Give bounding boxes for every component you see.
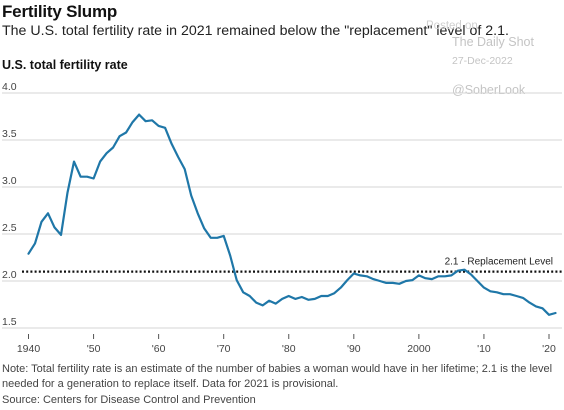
x-tick-label: '50 xyxy=(87,343,101,355)
x-tick-label: '10 xyxy=(477,343,491,355)
replacement-level-line: 2.1 - Replacement Level xyxy=(22,257,562,273)
x-tick-label: '60 xyxy=(152,343,166,355)
watermark-posted-on: Posted on xyxy=(426,20,478,32)
y-tick-label: 3.5 xyxy=(2,128,17,140)
series-line xyxy=(27,113,557,316)
chart-subtitle: The U.S. total fertility rate in 2021 re… xyxy=(2,23,509,39)
y-axis-ticks: 4.0 3.5 3.0 2.5 2.0 1.5 xyxy=(2,81,17,328)
chart-title: Fertility Slump xyxy=(2,2,118,21)
reference-line-label: 2.1 - Replacement Level xyxy=(445,257,553,268)
y-tick-label: 2.0 xyxy=(2,269,17,281)
chart-source: Source: Centers for Disease Control and … xyxy=(2,394,256,406)
x-tick-label: '90 xyxy=(347,343,361,355)
y-tick-label: 3.0 xyxy=(2,175,17,187)
x-tick-label: '80 xyxy=(282,343,296,355)
watermark-date: 27-Dec-2022 xyxy=(452,55,513,67)
series-layer xyxy=(27,113,557,316)
gridlines xyxy=(2,92,562,329)
x-tick-label: 1940 xyxy=(17,343,41,355)
fertility-line-chart: 4.0 3.5 3.0 2.5 2.0 1.5 1940 '50 '60 '70 '80 '90 20… xyxy=(2,81,562,355)
chart-note: Note: Total fertility rate is an estimat… xyxy=(2,363,553,390)
y-tick-label: 2.5 xyxy=(2,222,17,234)
y-series-label: U.S. total fertility rate xyxy=(2,58,128,72)
y-tick-label: 1.5 xyxy=(2,316,17,328)
x-tick-label: '70 xyxy=(217,343,231,355)
x-tick-label: 2000 xyxy=(407,343,431,355)
x-axis-ticks: 1940 '50 '60 '70 '80 '90 2000 '10 '20 xyxy=(17,334,556,355)
x-tick-label: '20 xyxy=(542,343,556,355)
y-tick-label: 4.0 xyxy=(2,81,17,93)
watermark-source: The Daily Shot xyxy=(452,35,534,49)
